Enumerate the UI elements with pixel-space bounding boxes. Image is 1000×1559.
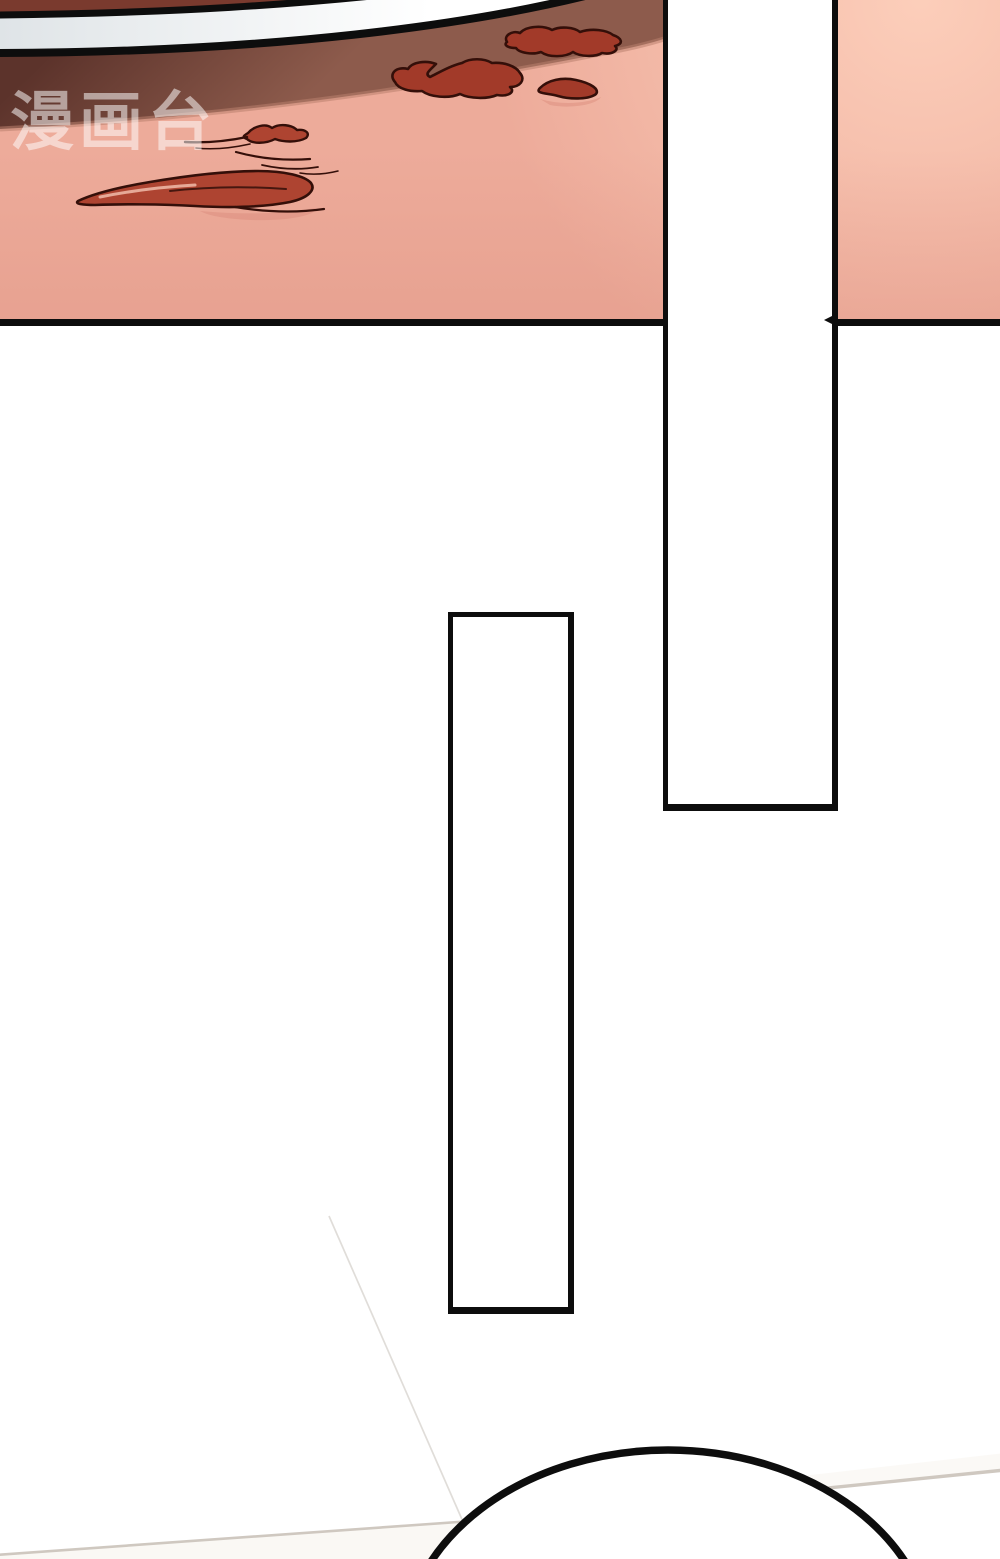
plate-rim-arc-upper [0, 0, 367, 19]
blood-streak-large [75, 169, 326, 221]
blood-streak-small [183, 123, 339, 175]
blood-table-panel [0, 0, 1000, 326]
blood-hairline-3 [299, 170, 339, 175]
blood-splatter-pair-left [391, 57, 524, 100]
blood-splatter-upper [504, 25, 623, 58]
blood-drop-shadow [540, 97, 601, 107]
speech-strip-middle [448, 612, 574, 1314]
blood-streak-small-body [242, 123, 309, 144]
blood-streak-large-shadow [200, 208, 316, 221]
blood-streak-small-tail-2 [195, 143, 251, 150]
blood-streak-small-tail [183, 135, 249, 144]
blood-hairline-1 [234, 150, 312, 161]
plate-rim-arc-lower [0, 0, 586, 57]
floor-scene [0, 1215, 1000, 1559]
blood-splatter-pair-right [537, 77, 599, 100]
blood-streak-large-highlight [98, 183, 197, 199]
blood-streak-large-underline [233, 205, 326, 213]
floor-tile-line-1 [328, 1215, 465, 1525]
speech-strip-top [663, 0, 838, 811]
blood-hairline-2 [261, 164, 319, 170]
panel-border-notch [824, 313, 838, 327]
floor-tile-line-2 [0, 1519, 473, 1556]
round-object-rim [428, 1446, 908, 1559]
watermark-text: 漫画台 [10, 86, 217, 160]
blood-streak-large-innerline [169, 186, 287, 192]
